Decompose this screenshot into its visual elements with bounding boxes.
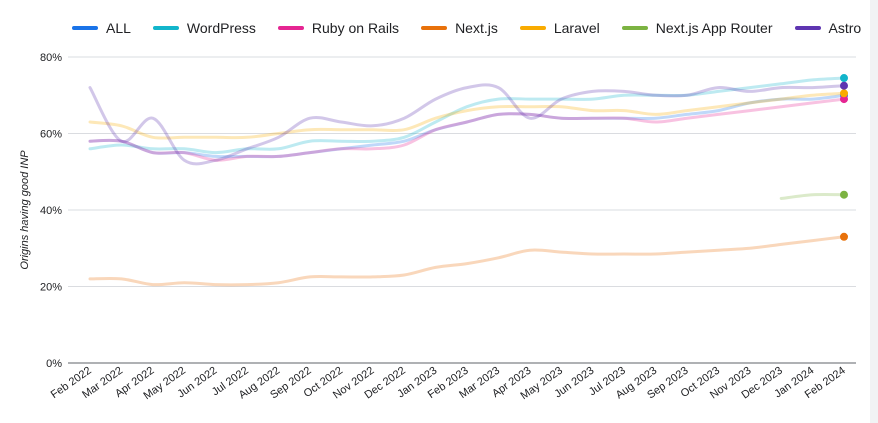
- legend-item-all[interactable]: ALL: [72, 20, 131, 36]
- y-tick-label: 0%: [46, 358, 62, 370]
- y-tick-label: 80%: [40, 52, 62, 64]
- y-axis-ticks: 0% 20% 40% 60% 80%: [40, 52, 62, 370]
- y-tick-label: 60%: [40, 129, 62, 141]
- series-endpoint-next-js-app-router: [840, 190, 848, 199]
- series-line-laravel: [88, 91, 846, 140]
- legend-item-nextjs-app-router[interactable]: Next.js App Router: [621, 20, 773, 36]
- series-endpoint-wordpress: [840, 74, 848, 83]
- series-endpoint-next-js: [840, 232, 848, 241]
- legend-label-laravel: Laravel: [553, 20, 600, 36]
- legend-swatch-nextjs-app-router: [621, 26, 648, 30]
- legend-label-all: ALL: [106, 20, 131, 36]
- series-endpoints: [840, 74, 848, 241]
- series-endpoint-laravel: [840, 89, 848, 98]
- series-lines: [88, 76, 846, 287]
- series-endpoint-astro: [840, 81, 848, 90]
- legend-item-nextjs[interactable]: Next.js: [421, 20, 498, 36]
- gridlines: [68, 56, 856, 364]
- legend-swatch-wordpress: [152, 26, 179, 30]
- legend-label-nextjs-app-router: Next.js App Router: [655, 20, 773, 36]
- legend-label-wordpress: WordPress: [186, 20, 256, 36]
- series-line-all: [88, 93, 846, 159]
- legend-swatch-all: [72, 26, 98, 30]
- y-tick-label: 20%: [40, 282, 62, 294]
- series-line-ruby-on-rails: [88, 97, 846, 162]
- legend-item-astro[interactable]: Astro: [794, 20, 862, 36]
- legend-swatch-ruby-on-rails: [277, 26, 304, 30]
- series-line-next-js: [88, 235, 846, 287]
- legend-item-laravel[interactable]: Laravel: [519, 20, 600, 36]
- chart-legend: ALL WordPress Ruby on Rails Next.js Lara…: [72, 20, 861, 36]
- legend-item-wordpress[interactable]: WordPress: [152, 20, 256, 36]
- legend-swatch-astro: [794, 26, 821, 30]
- legend-swatch-laravel: [519, 26, 546, 30]
- series-line-wordpress: [88, 76, 846, 155]
- legend-label-astro: Astro: [828, 20, 862, 36]
- legend-label-ruby-on-rails: Ruby on Rails: [311, 20, 400, 36]
- legend-label-nextjs: Next.js: [455, 20, 498, 36]
- series-line-astro: [88, 83, 846, 166]
- y-tick-label: 40%: [40, 205, 62, 217]
- series-line-next-js-app-router: [779, 192, 846, 200]
- scrollbar-track: [870, 0, 878, 423]
- series-endpoint-ruby-on-rails: [840, 95, 848, 104]
- y-axis-label: Origins having good INP: [19, 150, 31, 270]
- legend-swatch-nextjs: [421, 26, 448, 30]
- legend-item-ruby-on-rails[interactable]: Ruby on Rails: [277, 20, 400, 36]
